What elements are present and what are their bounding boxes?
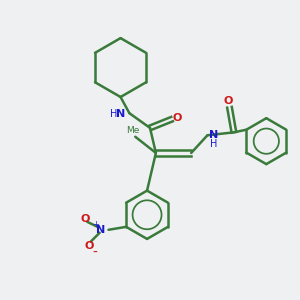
Text: N: N	[116, 109, 125, 119]
Text: -: -	[93, 245, 98, 260]
Text: O: O	[80, 214, 90, 224]
Text: O: O	[85, 241, 94, 251]
Text: O: O	[223, 96, 233, 106]
Text: H: H	[210, 139, 218, 148]
Text: O: O	[173, 113, 182, 124]
Text: N: N	[97, 225, 106, 235]
Text: H: H	[110, 109, 117, 119]
Text: Me: Me	[126, 126, 139, 135]
Text: N: N	[209, 130, 218, 140]
Text: +: +	[92, 220, 99, 229]
